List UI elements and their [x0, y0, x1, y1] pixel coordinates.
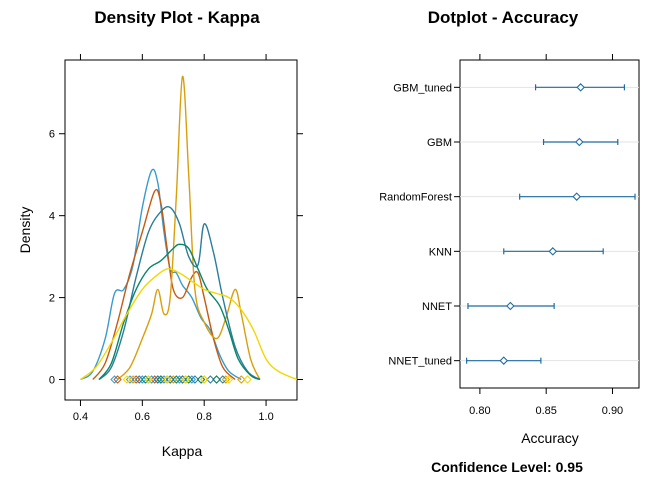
- density-chart: Density Plot - Kappa 0.4 0.6 0.8 1.0 0 2 4 6 K…: [17, 8, 303, 459]
- dotplot-estimate-point: [499, 356, 509, 365]
- density-curve: [98, 243, 261, 381]
- density-rug-point: [113, 375, 122, 384]
- dotplot-chart: Dotplot - Accuracy GBM_tuned GBM RandomFor…: [379, 8, 640, 475]
- density-rug-points: [110, 375, 252, 384]
- dotplot-category-label: GBM_tuned: [393, 82, 452, 94]
- density-rug-point: [165, 375, 175, 384]
- dotplot-title: Dotplot - Accuracy: [428, 8, 579, 27]
- density-rug-point: [237, 375, 246, 384]
- density-rug-point: [122, 375, 132, 384]
- dotplot-category-label: RandomForest: [379, 192, 452, 204]
- density-rug-point: [135, 375, 144, 384]
- confidence-level-footnote: Confidence Level: 0.95: [431, 459, 583, 475]
- density-y-axis: 0 2 4 6: [49, 129, 303, 387]
- density-rug-point: [131, 375, 141, 384]
- density-x-tick-label: 1.0: [258, 411, 273, 423]
- density-rug-point: [218, 375, 227, 384]
- density-rug-point: [212, 375, 221, 384]
- density-rug-point: [110, 375, 119, 384]
- dotplot-estimate-point: [506, 301, 515, 311]
- density-plot-frame: [64, 59, 298, 401]
- dotplot-intervals: [466, 83, 636, 365]
- density-rug-point: [178, 375, 187, 384]
- dotplot-x-tick-label: 0.85: [535, 405, 556, 417]
- dotplot-category-label: KNN: [429, 246, 452, 258]
- dotplot-gridlines: [460, 86, 639, 362]
- density-x-label: Kappa: [162, 443, 203, 459]
- density-rug-point: [159, 375, 169, 384]
- density-rug-point: [162, 375, 172, 384]
- dotplot-category-label: NNET_tuned: [388, 356, 452, 368]
- density-rug-point: [138, 375, 147, 384]
- density-curve: [92, 188, 236, 381]
- density-y-tick-label: 0: [49, 375, 55, 387]
- dotplot-estimate-point: [575, 137, 584, 147]
- dotplot-category-labels: GBM_tuned GBM RandomForest KNN NNET NNET_tune…: [379, 82, 460, 368]
- density-y-tick-label: 2: [49, 293, 55, 305]
- density-rug-point: [243, 375, 252, 384]
- density-rug-point: [172, 375, 181, 384]
- density-rug-point: [144, 375, 153, 384]
- density-rug-point: [128, 375, 138, 384]
- density-rug-point: [190, 375, 200, 384]
- density-curves: [80, 75, 298, 381]
- density-rug-point: [175, 375, 184, 384]
- density-rug-point: [199, 375, 209, 384]
- dotplot-x-tick-label: 0.90: [602, 405, 623, 417]
- density-rug-point: [221, 375, 231, 384]
- density-rug-point: [196, 375, 206, 384]
- density-y-tick-label: 6: [49, 129, 55, 141]
- density-rug-point: [156, 375, 166, 384]
- density-y-label: Density: [17, 207, 33, 254]
- density-rug-point: [169, 375, 178, 384]
- dotplot-estimate-point: [572, 192, 581, 201]
- density-x-tick-label: 0.4: [73, 411, 88, 423]
- dotplot-estimate-point: [548, 247, 558, 256]
- density-x-axis: 0.4 0.6 0.8 1.0: [73, 54, 274, 423]
- density-curve: [80, 168, 242, 381]
- dotplot-x-label: Accuracy: [521, 430, 579, 446]
- density-x-tick-label: 0.6: [135, 411, 150, 423]
- density-curve: [117, 75, 261, 381]
- density-rug-point: [150, 375, 159, 384]
- dotplot-category-label: NNET: [422, 301, 452, 313]
- density-curve: [80, 268, 298, 381]
- density-rug-point: [187, 375, 197, 384]
- density-rug-point: [147, 375, 156, 384]
- dotplot-estimate-point: [576, 83, 585, 92]
- density-y-tick-label: 4: [49, 211, 55, 223]
- dotplot-category-label: GBM: [427, 137, 452, 149]
- density-rug-point: [141, 375, 150, 384]
- density-rug-point: [184, 375, 193, 384]
- density-title: Density Plot - Kappa: [94, 8, 260, 27]
- dotplot-plot-frame: [459, 59, 640, 389]
- dotplot-x-tick-label: 0.80: [469, 405, 490, 417]
- density-rug-point: [153, 375, 163, 384]
- density-rug-point: [206, 375, 215, 384]
- density-x-tick-label: 0.8: [197, 411, 212, 423]
- density-rug-point: [181, 375, 190, 384]
- density-rug-point: [125, 375, 135, 384]
- dotplot-x-axis: 0.80 0.85 0.90: [469, 54, 623, 417]
- density-rug-point: [224, 375, 234, 384]
